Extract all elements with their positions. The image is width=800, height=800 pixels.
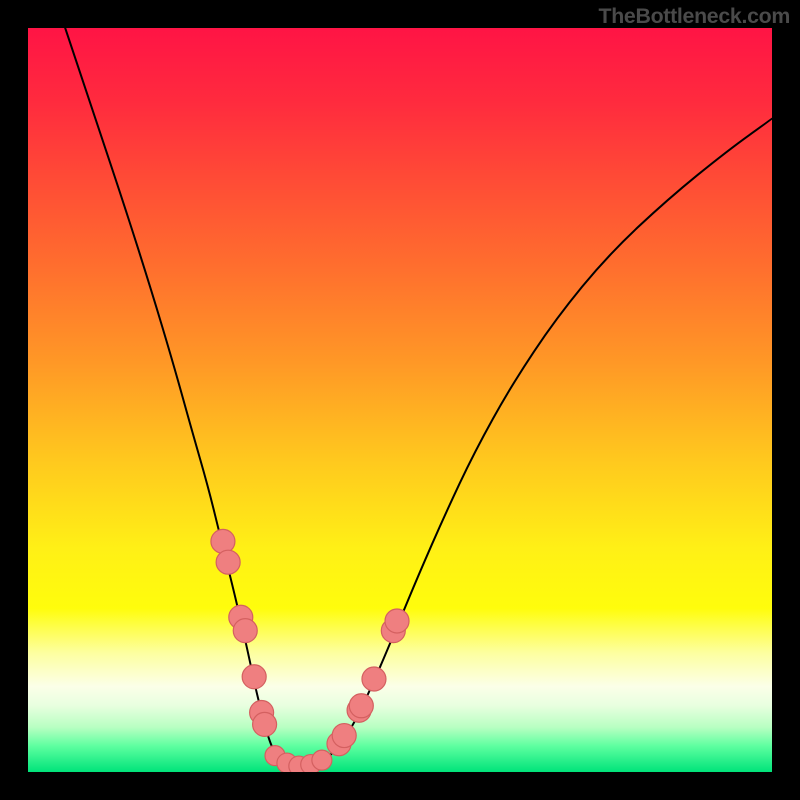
chart-background <box>28 28 772 772</box>
marker <box>233 619 257 643</box>
marker <box>211 529 235 553</box>
marker <box>312 750 332 770</box>
marker <box>253 712 277 736</box>
marker <box>349 694 373 718</box>
marker <box>216 550 240 574</box>
marker <box>362 667 386 691</box>
marker <box>385 609 409 633</box>
chart-svg <box>0 0 800 800</box>
marker <box>332 724 356 748</box>
watermark-text: TheBottleneck.com <box>599 4 791 29</box>
marker <box>242 665 266 689</box>
